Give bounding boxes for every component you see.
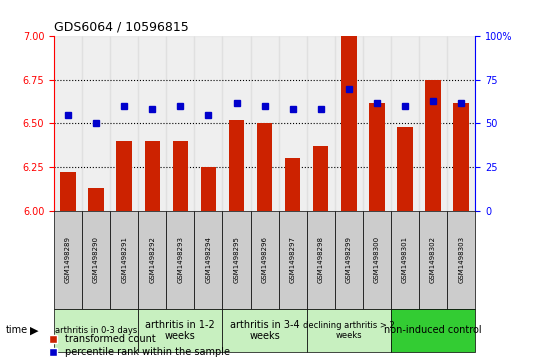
Text: GSM1498302: GSM1498302 [430, 236, 436, 283]
Bar [419, 36, 447, 211]
Bar [173, 141, 188, 211]
Bar [257, 123, 272, 211]
Text: GSM1498301: GSM1498301 [402, 236, 408, 283]
Bar [363, 36, 391, 211]
Bar [454, 102, 469, 211]
Text: arthritis in 3-4
weeks: arthritis in 3-4 weeks [230, 319, 299, 341]
Bar [279, 36, 307, 211]
Bar [307, 36, 335, 211]
Text: non-induced control: non-induced control [384, 325, 482, 335]
Bar [313, 146, 328, 211]
Text: declining arthritis > 2
weeks: declining arthritis > 2 weeks [303, 321, 395, 340]
Bar [391, 36, 419, 211]
Text: arthritis in 0-3 days: arthritis in 0-3 days [55, 326, 137, 335]
Text: GSM1498294: GSM1498294 [205, 236, 212, 283]
Bar [145, 141, 160, 211]
Text: GSM1498303: GSM1498303 [458, 236, 464, 283]
Bar [54, 36, 82, 211]
Bar [194, 36, 222, 211]
Bar [222, 36, 251, 211]
Text: GDS6064 / 10596815: GDS6064 / 10596815 [54, 21, 189, 34]
Bar [397, 127, 413, 211]
Bar [251, 36, 279, 211]
Text: arthritis in 1-2
weeks: arthritis in 1-2 weeks [145, 319, 215, 341]
Text: GSM1498292: GSM1498292 [149, 236, 156, 283]
Bar [285, 158, 300, 211]
Bar [201, 167, 216, 211]
Text: ▶: ▶ [30, 325, 38, 335]
Legend: transformed count, percentile rank within the sample: transformed count, percentile rank withi… [48, 333, 231, 358]
Bar [89, 188, 104, 211]
Text: GSM1498298: GSM1498298 [318, 236, 324, 283]
Bar [138, 36, 166, 211]
Text: GSM1498299: GSM1498299 [346, 236, 352, 283]
Text: GSM1498296: GSM1498296 [261, 236, 268, 283]
Bar [60, 172, 76, 211]
Text: GSM1498297: GSM1498297 [289, 236, 296, 283]
Text: time: time [5, 325, 28, 335]
Bar [335, 36, 363, 211]
Bar [82, 36, 110, 211]
Text: GSM1498291: GSM1498291 [121, 236, 127, 283]
Bar [229, 120, 244, 211]
Bar [166, 36, 194, 211]
Bar [369, 102, 384, 211]
Text: GSM1498293: GSM1498293 [177, 236, 184, 283]
Text: GSM1498300: GSM1498300 [374, 236, 380, 283]
Bar [117, 141, 132, 211]
Text: GSM1498290: GSM1498290 [93, 236, 99, 283]
Bar [110, 36, 138, 211]
Bar [426, 80, 441, 211]
Bar [341, 36, 356, 211]
Bar [447, 36, 475, 211]
Text: GSM1498289: GSM1498289 [65, 236, 71, 283]
Text: GSM1498295: GSM1498295 [233, 236, 240, 283]
